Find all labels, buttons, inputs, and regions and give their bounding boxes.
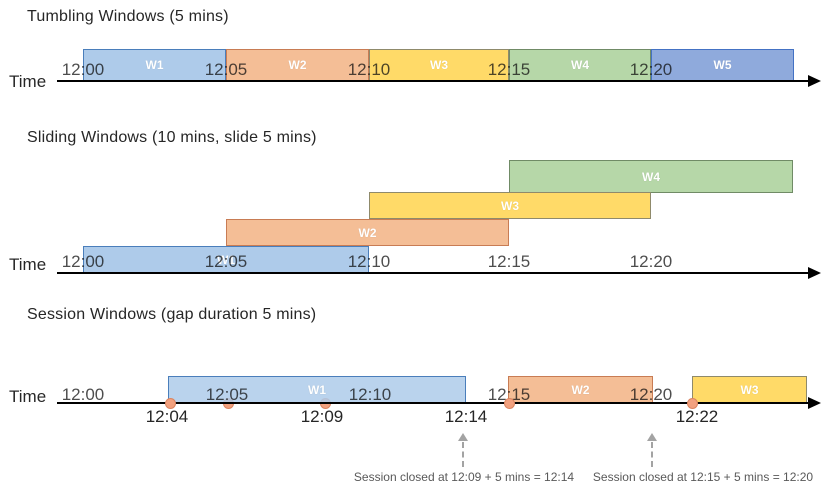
- tumbling-title: Tumbling Windows (5 mins): [27, 8, 229, 25]
- tumbling-tick-1210: 12:10: [347, 60, 391, 79]
- session-window-w2-label: W2: [571, 382, 590, 397]
- annotation-arrow-up-icon-right: [647, 433, 657, 441]
- tumbling-window-w1: W1: [83, 49, 226, 81]
- tumbling-tick-1200: 12:00: [61, 60, 105, 79]
- session-title: Session Windows (gap duration 5 mins): [27, 306, 317, 323]
- event-dot-1204: [165, 398, 176, 409]
- tumbling-window-w3-label: W3: [430, 58, 448, 72]
- sliding-tick-1220: 12:20: [629, 252, 673, 271]
- tumbling-window-w5-label: W5: [713, 58, 732, 72]
- sliding-window-w2: W2: [226, 219, 509, 246]
- sliding-window-w2-label: W2: [358, 225, 377, 240]
- tumbling-time-axis: [57, 80, 813, 82]
- session-time-axis: [57, 402, 813, 404]
- session-time-axis-label: Time: [9, 387, 47, 406]
- session-closed-caption-right: Session closed at 12:15 + 5 mins = 12:20: [592, 470, 814, 484]
- session-tick-1215: 12:15: [487, 385, 531, 404]
- annotation-arrow-stem-right: [651, 442, 653, 467]
- tumbling-window-w4-label: W4: [571, 58, 589, 72]
- tumbling-tick-1205: 12:05: [204, 60, 248, 79]
- session-window-w1-label: W1: [308, 382, 326, 397]
- sliding-tick-1215: 12:15: [487, 252, 531, 271]
- session-tick-1205: 12:05: [205, 385, 249, 404]
- session-tick-1220: 12:20: [629, 385, 673, 404]
- session-window-w1: W1: [168, 376, 466, 403]
- sliding-window-w4-label: W4: [642, 169, 660, 184]
- annotation-arrow-stem-left: [462, 442, 464, 467]
- tumbling-window-w2-label: W2: [288, 58, 307, 72]
- sliding-axis-arrowhead-icon: [808, 267, 821, 279]
- sliding-window-w4: W4: [509, 160, 793, 193]
- sliding-window-w3-label: W3: [501, 198, 519, 213]
- window-close-label-1214: 12:14: [444, 407, 488, 426]
- sliding-window-w3: W3: [369, 192, 651, 219]
- tumbling-window-w5: W5: [651, 49, 794, 81]
- tumbling-window-w1-label: W1: [145, 58, 164, 72]
- tumbling-window-w3: W3: [369, 49, 509, 81]
- event-time-label-1204: 12:04: [145, 407, 189, 426]
- session-window-w3-label: W3: [740, 382, 759, 397]
- session-closed-caption-left: Session closed at 12:09 + 5 mins = 12:14: [353, 470, 575, 484]
- tumbling-time-axis-label: Time: [9, 72, 47, 91]
- event-time-label-1222: 12:22: [675, 407, 719, 426]
- sliding-title: Sliding Windows (10 mins, slide 5 mins): [27, 129, 317, 146]
- sliding-time-axis-label: Time: [9, 255, 47, 274]
- event-dot-1215: [504, 398, 515, 409]
- sliding-tick-1200: 12:00: [61, 252, 105, 271]
- session-window-w3: W3: [692, 376, 807, 403]
- tumbling-axis-arrowhead-icon: [808, 75, 821, 87]
- annotation-arrow-up-icon-left: [458, 433, 468, 441]
- sliding-window-w1-label: W1: [217, 252, 235, 267]
- session-tick-1210: 12:10: [348, 385, 392, 404]
- event-time-label-1209: 12:09: [300, 407, 344, 426]
- session-tick-1200: 12:00: [61, 385, 105, 404]
- sliding-time-axis: [57, 272, 813, 274]
- sliding-tick-1205: 12:05: [204, 252, 248, 271]
- tumbling-tick-1220: 12:20: [629, 60, 673, 79]
- session-axis-arrowhead-icon: [808, 397, 821, 409]
- tumbling-tick-1215: 12:15: [487, 60, 531, 79]
- event-dot-1222: [687, 398, 698, 409]
- sliding-window-w1: W1: [83, 246, 369, 273]
- sliding-tick-1210: 12:10: [347, 252, 391, 271]
